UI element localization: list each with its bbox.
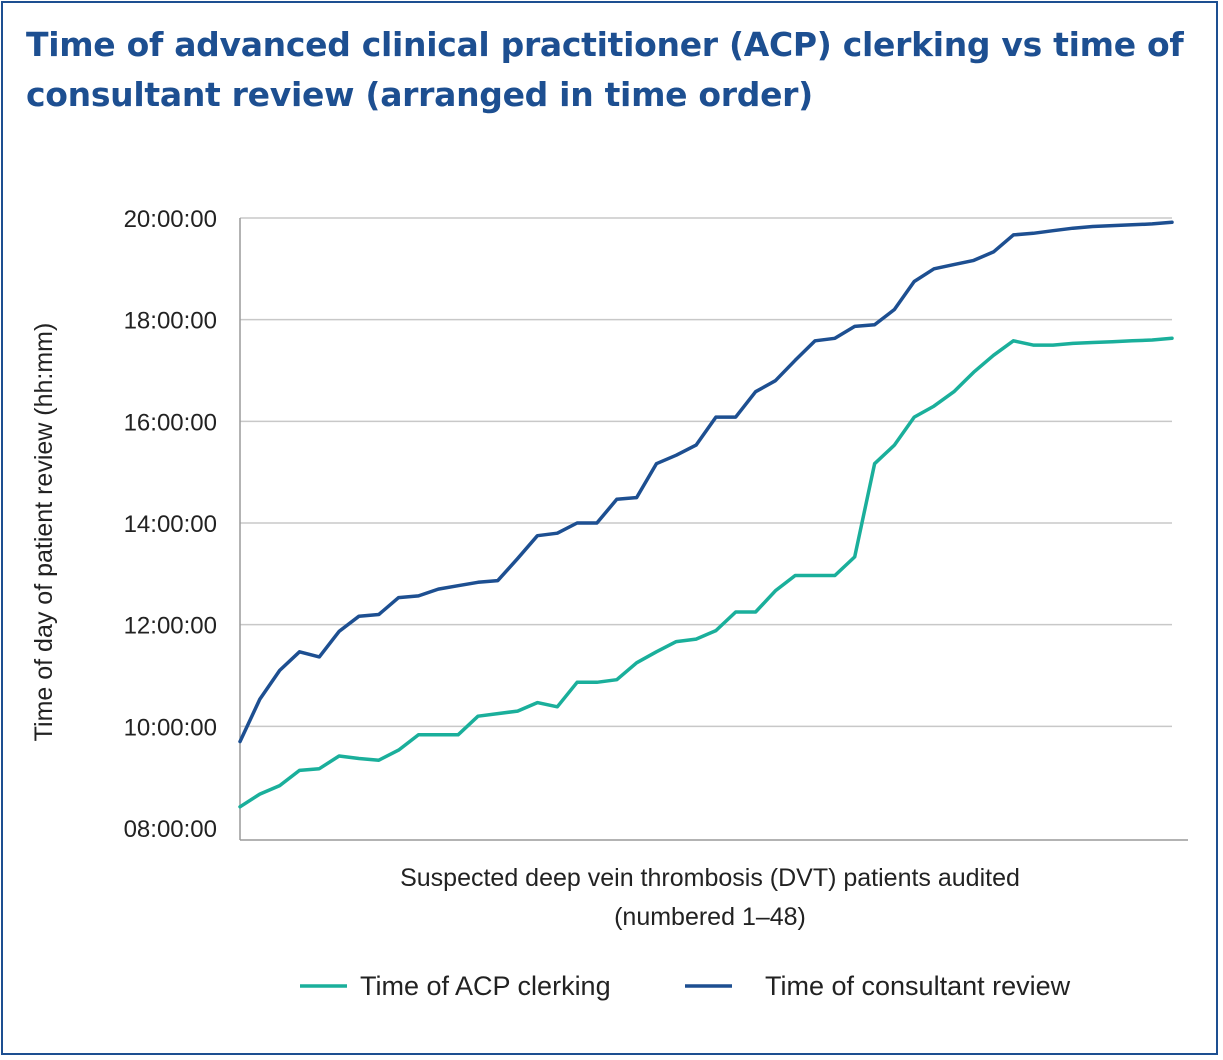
x-axis-title-line-2: (numbered 1–48) <box>614 903 806 931</box>
chart-title: Time of advanced clinical practitioner (… <box>26 25 1184 114</box>
x-axis-title-line-1: Suspected deep vein thrombosis (DVT) pat… <box>400 864 1020 892</box>
y-tick-label: 12:00:00 <box>124 613 217 640</box>
legend: Time of ACP clerking Time of consultant … <box>300 971 1071 1001</box>
y-tick-labels: 20:00:00 18:00:00 16:00:00 14:00:00 12:00:00… <box>124 206 217 843</box>
series-line-acp-clerking <box>238 336 1174 809</box>
series-lines <box>238 220 1174 809</box>
y-tick-label: 20:00:00 <box>124 206 217 233</box>
y-tick-label: 08:00:00 <box>124 816 217 843</box>
y-tick-label: 16:00:00 <box>124 409 217 436</box>
series-line-consultant-review <box>238 220 1174 744</box>
y-tick-label: 18:00:00 <box>124 308 217 335</box>
y-tick-label: 14:00:00 <box>124 511 217 538</box>
y-axis-title: Time of day of patient review (hh:mm) <box>30 323 58 742</box>
gridlines <box>240 217 1172 728</box>
y-tick-label: 10:00:00 <box>124 714 217 741</box>
legend-label-acp-clerking: Time of ACP clerking <box>360 971 611 1001</box>
legend-label-consultant-review: Time of consultant review <box>765 971 1071 1001</box>
